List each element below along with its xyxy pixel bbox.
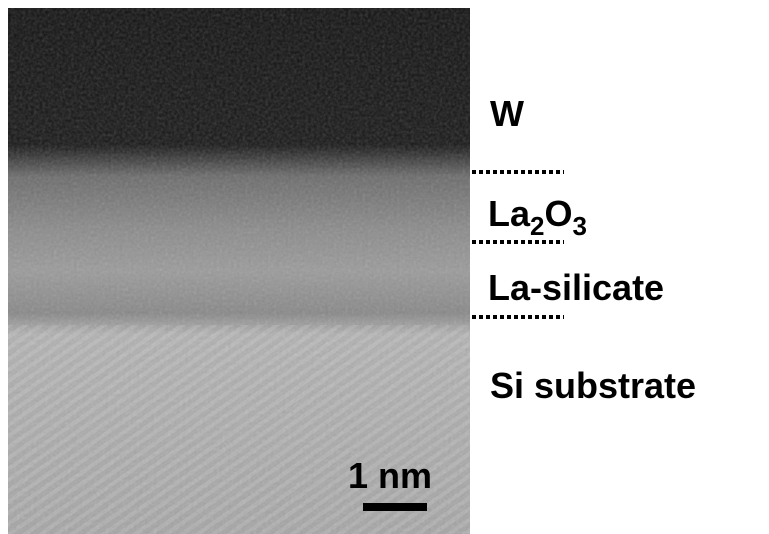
label-text: O (544, 193, 572, 234)
layer-label: La2O3 (488, 193, 587, 241)
scale-bar (363, 503, 427, 511)
label-text: Si substrate (490, 365, 696, 406)
label-text: W (490, 93, 524, 134)
layer-label: Si substrate (490, 365, 696, 406)
label-subscript: 2 (530, 211, 544, 241)
label-subscript: 3 (573, 211, 587, 241)
figure: W La2O3 La-silicate Si substrate 1 nm (0, 0, 769, 534)
label-text: La (488, 193, 531, 234)
label-text: La-silicate (488, 267, 664, 308)
layer-label: W (490, 93, 524, 134)
layer-label: La-silicate (488, 267, 664, 308)
scale-label: 1 nm (348, 455, 432, 496)
